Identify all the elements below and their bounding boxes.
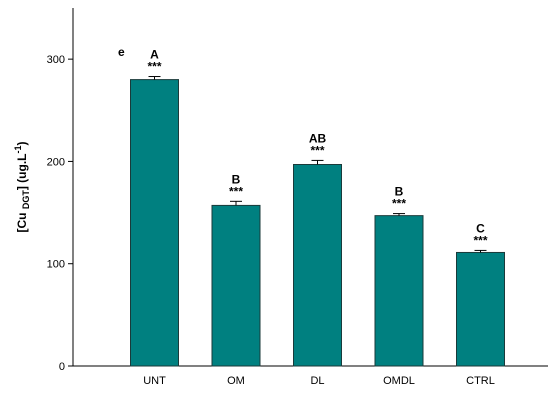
bar: [130, 79, 179, 367]
x-tick-label: OM: [227, 375, 245, 387]
x-tick-label: CTRL: [466, 375, 495, 387]
panel-label: e: [118, 45, 125, 59]
y-axis-label-part: DGT: [21, 190, 31, 210]
x-tick-label: UNT: [143, 375, 166, 387]
y-tick-label: 200: [47, 156, 65, 168]
y-tick-label: 100: [47, 259, 65, 271]
x-tick-label: OMDL: [383, 375, 415, 387]
significance-label: ***: [310, 143, 324, 157]
letter-label: A: [150, 48, 159, 62]
significance-label: ***: [229, 184, 243, 198]
letter-label: B: [395, 185, 404, 199]
x-tick-label: DL: [310, 375, 324, 387]
letter-label: C: [476, 221, 485, 235]
bar: [374, 215, 424, 367]
y-tick-label: 300: [47, 54, 65, 66]
letter-label: AB: [309, 131, 327, 145]
y-tick-label: 0: [59, 361, 65, 373]
y-axis-label-part: [Cu: [15, 209, 29, 232]
significance-label: ***: [473, 233, 487, 247]
bar: [456, 251, 505, 367]
significance-label: ***: [392, 197, 406, 211]
y-axis-label-part: ): [15, 142, 29, 146]
significance-label: ***: [147, 60, 161, 74]
letter-label: B: [232, 172, 241, 186]
y-axis-label-part: -1: [13, 146, 23, 154]
bar: [211, 204, 261, 367]
bar: [293, 163, 342, 367]
y-axis-label: [Cu DGT] (ug.L-1): [13, 142, 31, 233]
y-axis-label-part: ] (ug.L: [15, 154, 29, 191]
